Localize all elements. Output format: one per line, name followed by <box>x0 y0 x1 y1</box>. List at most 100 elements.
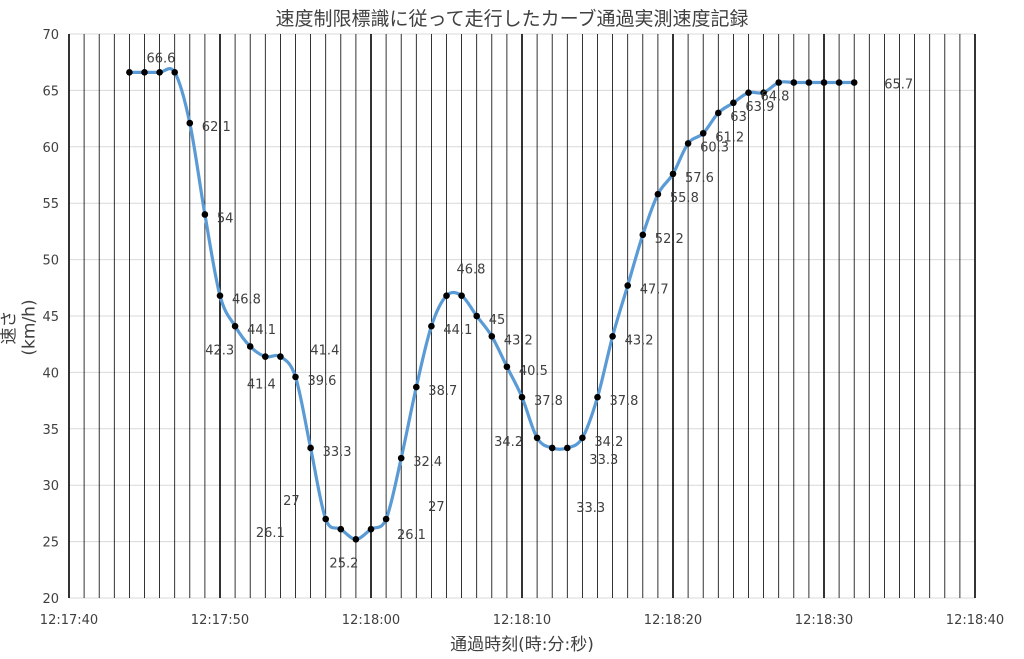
y-tick-label: 25 <box>42 536 59 551</box>
data-label: 33.3 <box>589 453 618 468</box>
data-point <box>352 536 360 543</box>
data-point <box>654 190 662 198</box>
data-point <box>609 333 616 340</box>
x-tick-label: 12:18:30 <box>795 613 853 628</box>
data-point <box>730 99 737 107</box>
data-point <box>594 393 601 401</box>
data-point <box>458 292 465 299</box>
y-tick-label: 30 <box>42 479 59 494</box>
data-point <box>850 79 858 86</box>
x-axis-label: 通過時刻(時:分:秒) <box>450 635 594 655</box>
data-point <box>579 434 586 442</box>
data-point <box>760 89 767 96</box>
data-point <box>669 170 677 178</box>
data-label: 41.4 <box>310 344 339 359</box>
y-tick-label: 45 <box>42 310 59 325</box>
data-points <box>126 69 858 543</box>
data-point <box>397 454 405 462</box>
data-label: 34.2 <box>494 435 523 450</box>
data-point <box>216 292 224 299</box>
data-label: 26.1 <box>256 526 285 541</box>
data-label: 33.3 <box>576 501 605 516</box>
x-tick-label: 12:18:10 <box>493 613 551 628</box>
data-point <box>624 282 631 289</box>
data-label: 44.1 <box>443 323 472 338</box>
data-label: 66.6 <box>147 51 176 66</box>
data-point <box>186 119 194 127</box>
x-tick-label: 12:17:40 <box>40 613 98 628</box>
data-label: 46.8 <box>232 293 261 308</box>
data-label: 25.2 <box>329 556 358 571</box>
data-label: 37.8 <box>610 394 639 409</box>
data-point <box>699 129 707 137</box>
data-label: 32.4 <box>413 455 442 470</box>
data-point <box>548 444 556 452</box>
y-tick-label: 60 <box>42 141 59 156</box>
x-tick-label: 12:18:00 <box>342 613 400 628</box>
data-label: 26.1 <box>397 528 426 543</box>
data-point <box>428 322 435 330</box>
y-tick-labels: 20 25 30 35 40 45 50 55 60 65 70 <box>42 28 59 607</box>
data-point <box>337 525 345 533</box>
data-label: 65.7 <box>884 78 913 93</box>
data-label: 40.5 <box>519 364 548 379</box>
data-point <box>156 69 163 76</box>
data-label: 63.9 <box>745 100 774 115</box>
data-point <box>292 373 299 381</box>
data-label: 34.2 <box>594 435 623 450</box>
data-label: 27 <box>283 494 300 509</box>
data-point <box>518 393 526 401</box>
data-label: 39.6 <box>308 374 337 389</box>
y-tick-label: 20 <box>42 592 59 607</box>
chart-title: 速度制限標識に従って走行したカーブ通過実測速度記録 <box>275 8 749 30</box>
data-point <box>367 525 375 533</box>
data-point <box>126 69 133 76</box>
y-tick-label: 70 <box>42 28 59 43</box>
data-point <box>790 79 798 86</box>
data-point <box>684 140 692 147</box>
data-point <box>503 363 511 371</box>
data-label: 57.6 <box>685 171 714 186</box>
data-point <box>201 211 209 218</box>
data-label: 54 <box>217 211 234 226</box>
x-tick-label: 12:18:40 <box>946 613 1004 628</box>
y-tick-label: 55 <box>42 197 59 212</box>
data-point <box>246 343 254 350</box>
data-label: 37.8 <box>534 394 563 409</box>
data-label: 63 <box>730 110 747 125</box>
data-label: 64.8 <box>761 90 790 105</box>
y-tick-label: 65 <box>42 84 59 99</box>
y-tick-label: 50 <box>42 254 59 269</box>
data-label: 46.8 <box>457 263 486 278</box>
data-label: 60.3 <box>700 140 729 155</box>
data-point <box>231 322 239 330</box>
y-tick-label: 40 <box>42 366 59 381</box>
x-tick-label: 12:18:20 <box>644 613 702 628</box>
data-point <box>382 515 390 523</box>
data-label: 41.4 <box>247 378 276 393</box>
x-tick-labels: 12:17:40 12:17:50 12:18:00 12:18:10 12:18:20… <box>40 613 1004 628</box>
y-tick-label: 35 <box>42 423 59 438</box>
data-label: 47.7 <box>640 283 669 298</box>
data-label: 55.8 <box>670 191 699 206</box>
data-point <box>564 444 571 452</box>
data-label: 42.3 <box>205 343 234 358</box>
data-point <box>745 89 752 96</box>
data-point <box>307 444 314 452</box>
data-point <box>473 312 481 320</box>
data-label: 62.1 <box>202 120 231 135</box>
data-label: 61.2 <box>715 130 744 145</box>
data-point <box>639 231 647 239</box>
data-label: 45 <box>489 313 506 328</box>
data-point <box>835 79 843 86</box>
x-tick-label: 12:17:50 <box>191 613 249 628</box>
data-point <box>277 353 284 360</box>
data-point <box>533 434 541 442</box>
data-point <box>141 69 148 76</box>
data-point <box>488 333 496 340</box>
data-label: 52.2 <box>655 232 684 247</box>
data-label: 27 <box>428 500 445 515</box>
data-point <box>820 79 828 86</box>
data-point <box>171 69 178 76</box>
